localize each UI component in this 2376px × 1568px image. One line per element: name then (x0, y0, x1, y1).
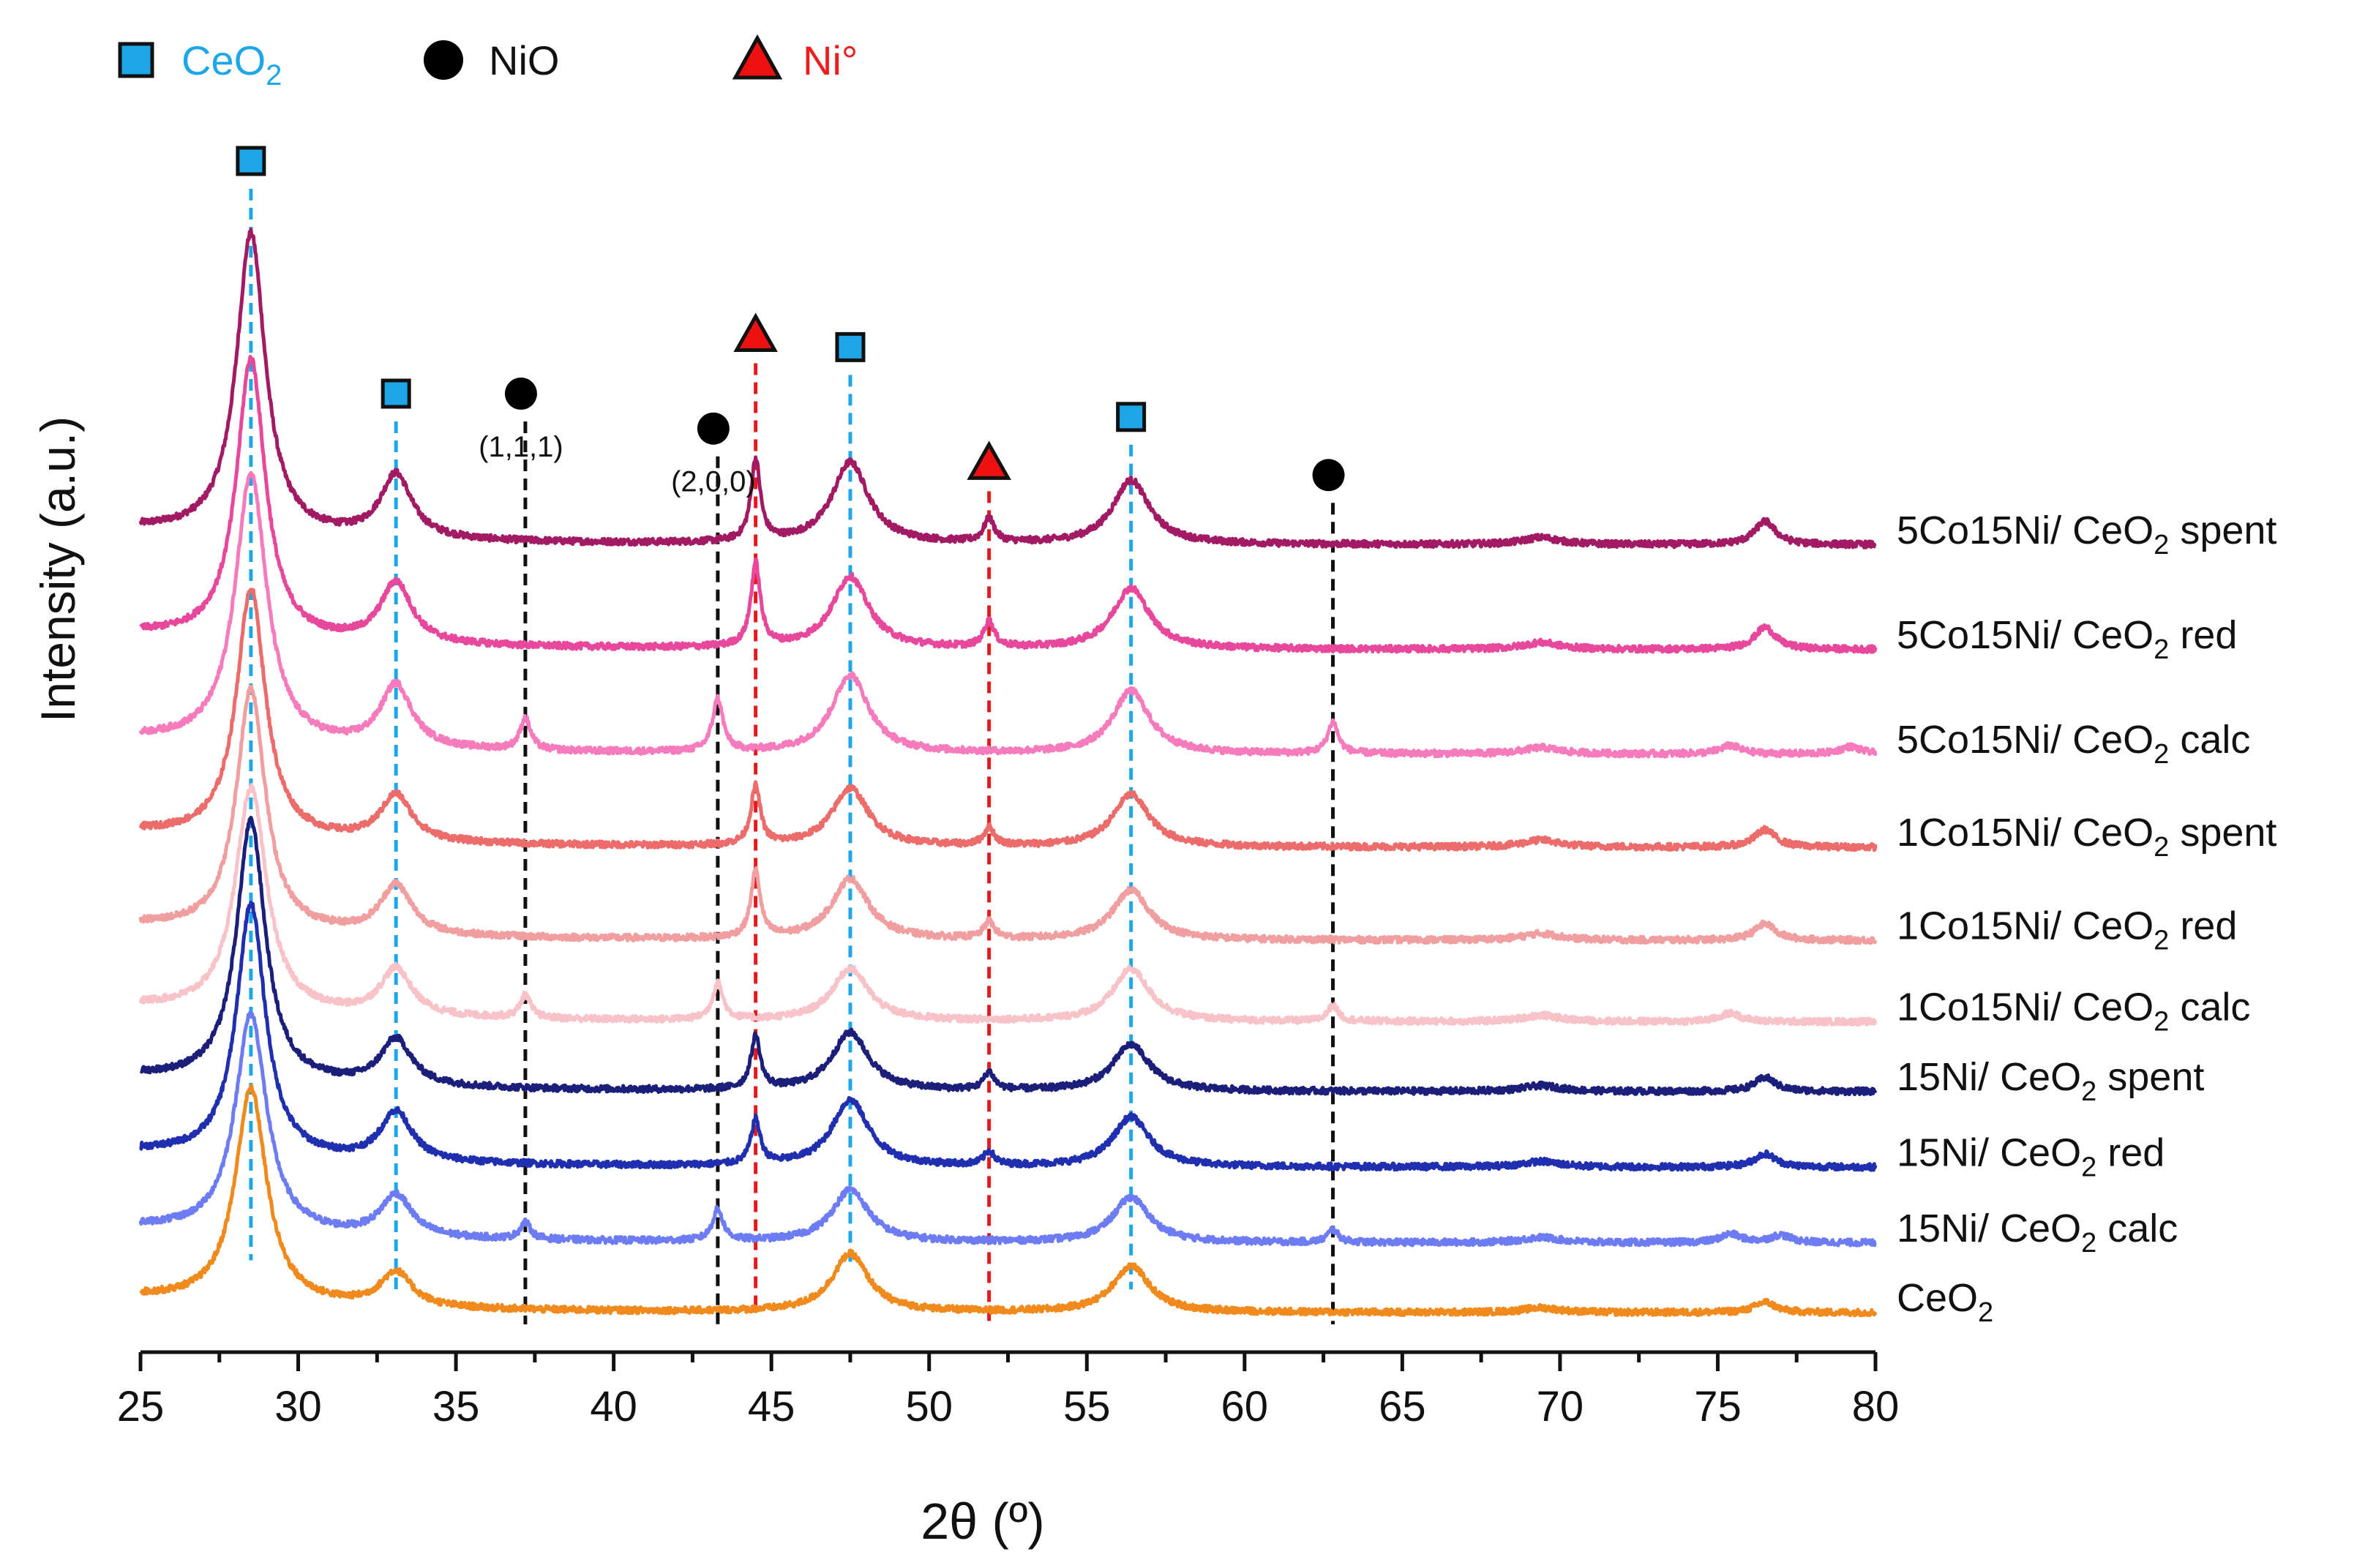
series-label-3: 1Co15Ni/ CeO2 spent (1897, 811, 2276, 863)
trace-1 (139, 355, 1878, 654)
series-label-7: 15Ni/ CeO2 red (1897, 1130, 2165, 1182)
series-label-2: 5Co15Ni/ CeO2 calc (1897, 718, 2250, 770)
peak-annotation-3: (2,0,0) (671, 466, 756, 498)
legend-label-1: NiO (489, 37, 559, 83)
peak-annotation-2: (1,1,1) (479, 431, 563, 463)
ceo2-marker-7 (1116, 402, 1147, 432)
peak-markers: (1,1,1) (2,0,0) (236, 146, 1345, 498)
x-tick-label-55: 55 (1063, 1383, 1111, 1430)
legend-square-icon (118, 42, 154, 78)
diffraction-traces (138, 228, 1878, 1318)
series-label-8: 15Ni/ CeO2 calc (1897, 1207, 2178, 1258)
nio-marker-8 (1312, 459, 1345, 492)
legend-label-0: CeO2 (181, 37, 282, 91)
x-tick-label-45: 45 (748, 1383, 795, 1430)
series-label-1: 5Co15Ni/ CeO2 red (1897, 613, 2237, 665)
x-axis: 25 30 35 40 45 50 55 60 65 70 75 80 (117, 1350, 1900, 1430)
trace-0 (138, 228, 1877, 549)
x-tick-label-35: 35 (432, 1383, 480, 1430)
series-label-6: 15Ni/ CeO2 spent (1897, 1055, 2204, 1107)
series-labels: 5Co15Ni/ CeO2 spent 5Co15Ni/ CeO2 red 5Co1… (1897, 509, 2276, 1328)
ceo2-marker-1 (381, 378, 411, 409)
legend: CeO2 NiO Ni° (118, 34, 858, 91)
ni-marker-4 (733, 312, 778, 352)
x-tick-label-40: 40 (590, 1383, 637, 1430)
trace-5 (138, 783, 1878, 1027)
legend-triangle-icon (732, 34, 783, 80)
x-tick-label-80: 80 (1852, 1383, 1900, 1430)
x-tick-label-65: 65 (1379, 1383, 1426, 1430)
trace-7 (139, 901, 1878, 1172)
series-label-9: CeO2 (1897, 1276, 1993, 1328)
y-axis-label: Intensity (a.u.) (31, 416, 85, 722)
nio-marker-2 (504, 378, 537, 410)
x-tick-label-25: 25 (117, 1383, 165, 1430)
trace-8 (138, 1010, 1877, 1248)
ceo2-marker-5 (835, 331, 866, 362)
ceo2-marker-0 (236, 146, 266, 176)
trace-9 (139, 1084, 1878, 1318)
ni-marker-6 (967, 440, 1011, 480)
series-label-0: 5Co15Ni/ CeO2 spent (1897, 509, 2276, 560)
series-label-5: 1Co15Ni/ CeO2 calc (1897, 986, 2250, 1038)
x-tick-label-60: 60 (1221, 1383, 1269, 1430)
nio-marker-3 (697, 412, 730, 445)
x-axis-label: 2θ (º) (921, 1493, 1045, 1550)
trace-6 (139, 815, 1878, 1097)
trace-3 (138, 588, 1878, 852)
legend-label-2: Ni° (803, 37, 858, 83)
legend-circle-icon (424, 40, 463, 80)
trace-4 (138, 684, 1878, 945)
x-tick-label-75: 75 (1694, 1383, 1742, 1430)
x-tick-label-70: 70 (1537, 1383, 1584, 1430)
trace-2 (138, 470, 1878, 759)
series-label-4: 1Co15Ni/ CeO2 red (1897, 904, 2237, 956)
x-tick-label-50: 50 (905, 1383, 953, 1430)
x-tick-label-30: 30 (274, 1383, 322, 1430)
